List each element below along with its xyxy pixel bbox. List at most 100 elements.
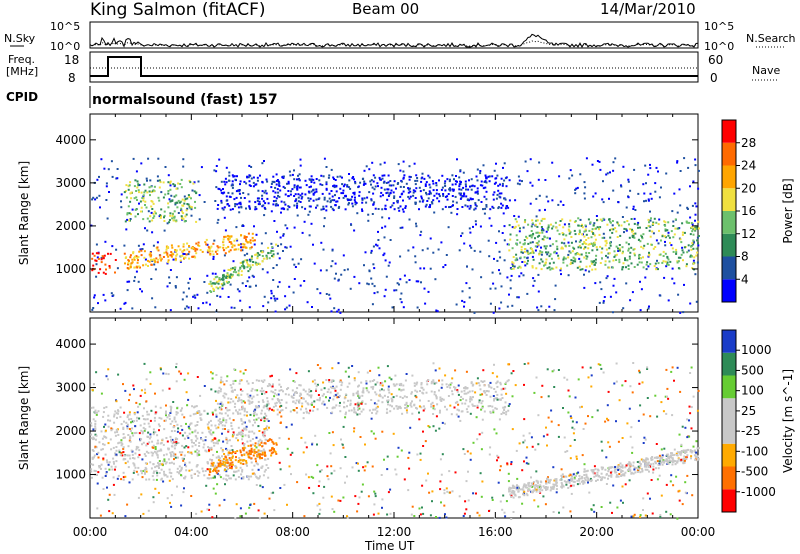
- band-point: [461, 402, 464, 405]
- scatter-point: [359, 181, 362, 184]
- scatter-point: [681, 503, 684, 506]
- scatter-point: [637, 192, 640, 195]
- band-point: [388, 193, 391, 196]
- band-point: [377, 208, 380, 210]
- scatter-point: [537, 309, 540, 312]
- band-point: [429, 205, 431, 208]
- band-point: [226, 461, 229, 464]
- scatter-point: [261, 393, 263, 395]
- band-point: [530, 230, 533, 232]
- band-point: [180, 466, 183, 469]
- scatter-point: [166, 440, 169, 443]
- band-point: [114, 431, 117, 434]
- band-point: [271, 398, 274, 401]
- band-point: [353, 379, 356, 382]
- band-point: [90, 463, 93, 466]
- band-point: [250, 457, 253, 460]
- band-point: [310, 175, 313, 178]
- band-point: [456, 390, 459, 393]
- scatter-point: [332, 385, 334, 388]
- scatter-point: [95, 263, 98, 266]
- scatter-point: [379, 163, 382, 166]
- band-point: [690, 226, 693, 229]
- band-point: [387, 399, 390, 402]
- scatter-point: [532, 277, 535, 280]
- scatter-point: [347, 375, 350, 378]
- band-point: [547, 228, 549, 231]
- band-point: [188, 205, 191, 207]
- scatter-point: [462, 171, 465, 174]
- scatter-point: [91, 389, 94, 391]
- scatter-point: [604, 420, 607, 423]
- band-point: [439, 398, 442, 401]
- band-point: [693, 228, 696, 231]
- scatter-point: [295, 407, 298, 409]
- band-point: [438, 411, 441, 414]
- band-point: [590, 242, 593, 245]
- scatter-point: [131, 208, 134, 211]
- band-point: [226, 273, 229, 276]
- band-point: [692, 247, 695, 250]
- band-point: [129, 457, 132, 460]
- scatter-point: [315, 389, 317, 392]
- band-point: [497, 184, 500, 187]
- scatter-point: [255, 446, 258, 449]
- scatter-point: [221, 432, 223, 435]
- band-point: [186, 248, 189, 251]
- scatter-point: [593, 510, 596, 513]
- scatter-point: [316, 464, 319, 467]
- scatter-point: [139, 248, 142, 251]
- band-point: [358, 384, 360, 387]
- band-point: [479, 184, 482, 187]
- band-point: [211, 411, 214, 414]
- scatter-point: [280, 211, 282, 214]
- scatter-point: [642, 497, 645, 500]
- band-point: [601, 257, 603, 260]
- scatter-point: [655, 443, 658, 445]
- band-point: [679, 256, 682, 259]
- scatter-point: [192, 295, 195, 298]
- band-point: [584, 224, 587, 227]
- scatter-point: [660, 186, 662, 189]
- band-point: [263, 420, 266, 422]
- scatter-point: [310, 475, 313, 478]
- band-point: [251, 424, 254, 427]
- scatter-point: [323, 217, 326, 220]
- band-point: [246, 440, 249, 443]
- band-point: [146, 418, 149, 421]
- scatter-point: [92, 307, 95, 309]
- band-point: [558, 233, 561, 236]
- band-point: [164, 462, 167, 465]
- band-point: [180, 178, 183, 181]
- scatter-point: [111, 175, 114, 178]
- scatter-point: [544, 208, 546, 211]
- band-point: [237, 476, 240, 478]
- band-point: [122, 428, 125, 430]
- band-point: [187, 203, 190, 206]
- scatter-point: [689, 302, 692, 305]
- scatter-point: [286, 447, 289, 450]
- scatter-point: [233, 306, 236, 309]
- band-point: [563, 256, 566, 259]
- scatter-point: [640, 288, 643, 291]
- band-point: [126, 454, 129, 457]
- band-point: [495, 197, 498, 200]
- scatter-point: [312, 243, 314, 246]
- scatter-point: [444, 374, 447, 377]
- scatter-point: [424, 302, 427, 305]
- scatter-point: [694, 213, 697, 216]
- band-point: [165, 410, 167, 413]
- band-point: [97, 456, 100, 459]
- scatter-point: [503, 511, 506, 514]
- scatter-point: [567, 241, 570, 244]
- scatter-point: [569, 457, 572, 460]
- scatter-point: [557, 203, 560, 206]
- band-point: [145, 206, 148, 209]
- scatter-point: [353, 430, 355, 433]
- scatter-point: [340, 192, 343, 195]
- band-point: [594, 268, 597, 271]
- scatter-point: [447, 226, 450, 229]
- band-point: [301, 192, 304, 195]
- band-point: [223, 464, 226, 467]
- scatter-point: [253, 502, 256, 505]
